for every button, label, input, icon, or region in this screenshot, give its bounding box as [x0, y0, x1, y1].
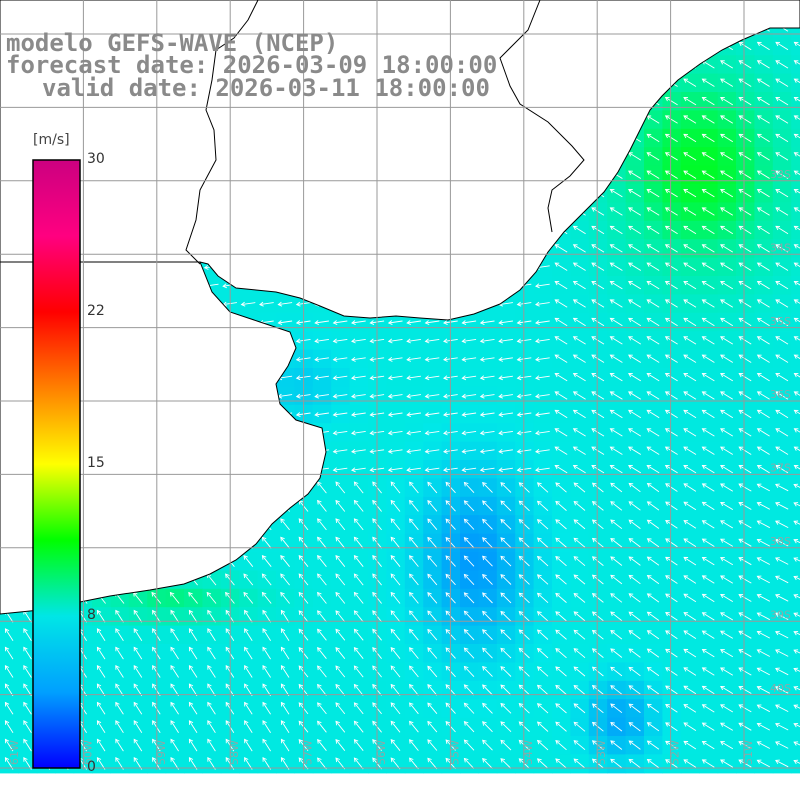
colorbar-tick-0: 0 [87, 759, 96, 775]
field-cell [791, 404, 800, 424]
field-cell [791, 441, 800, 461]
valid-date: valid date: 2026-03-11 18:00:00 [42, 74, 490, 102]
field-cell [791, 478, 800, 498]
field-cell [791, 515, 800, 535]
field-cell [791, 570, 800, 590]
lat-label: 39S [770, 608, 791, 621]
field-cell [791, 294, 800, 314]
lon-label: 61W [8, 740, 21, 765]
lat-label: 33S [770, 168, 791, 181]
lon-label: 59W [155, 740, 168, 765]
colorbar-unit: [m/s] [33, 132, 70, 148]
field-cell [791, 349, 800, 369]
field-cell [791, 257, 800, 277]
field-cell [791, 736, 800, 755]
lon-label: 56W [375, 740, 388, 765]
lat-label: 36S [770, 388, 791, 401]
lat-label: 40S [770, 682, 791, 695]
field-cell [791, 331, 800, 351]
lat-label: 37S [770, 462, 791, 475]
field-cell [791, 625, 800, 645]
field-cell [791, 276, 800, 295]
colorbar-tick-8: 8 [87, 607, 96, 623]
lon-label: 52W [669, 740, 682, 765]
field-cell [791, 423, 800, 443]
field-cell [791, 147, 800, 167]
field-cell [791, 607, 800, 627]
lat-label: 38S [770, 535, 791, 548]
lat-label: 35S [770, 315, 791, 328]
field-cell [791, 368, 800, 387]
lon-label: 53W [595, 740, 608, 765]
colorbar-tick-15: 15 [87, 455, 105, 471]
field-cell [791, 36, 800, 56]
field-cell [791, 460, 800, 479]
field-cell [791, 239, 800, 259]
field-cell [791, 496, 800, 516]
colorbar-tick-30: 30 [87, 151, 105, 167]
lon-label: 51W [742, 740, 755, 765]
field-cell [791, 92, 800, 111]
field-cell [791, 754, 800, 774]
field-cell [791, 386, 800, 406]
field-cell [791, 552, 800, 571]
field-cell [791, 128, 800, 148]
field-cell [791, 202, 800, 222]
field-cell [791, 588, 800, 608]
colorbar [32, 159, 81, 769]
colorbar-tick-22: 22 [87, 303, 105, 319]
field-cell [791, 73, 800, 93]
lat-label: 34S [770, 241, 791, 254]
field-cell [791, 699, 800, 719]
field-cell [791, 165, 800, 185]
field-cell [791, 110, 800, 130]
field-cell [791, 312, 800, 332]
lon-label: 55W [448, 740, 461, 765]
field-cell [791, 644, 800, 663]
lon-label: 58W [228, 740, 241, 765]
field-cell [791, 55, 800, 75]
field-cell [791, 184, 800, 203]
field-cell [791, 680, 800, 700]
field-cell [791, 717, 800, 737]
field-cell [791, 533, 800, 553]
lon-label: 57W [302, 740, 315, 765]
lon-label: 54W [522, 740, 535, 765]
field-cell [791, 220, 800, 240]
field-cell [791, 662, 800, 682]
